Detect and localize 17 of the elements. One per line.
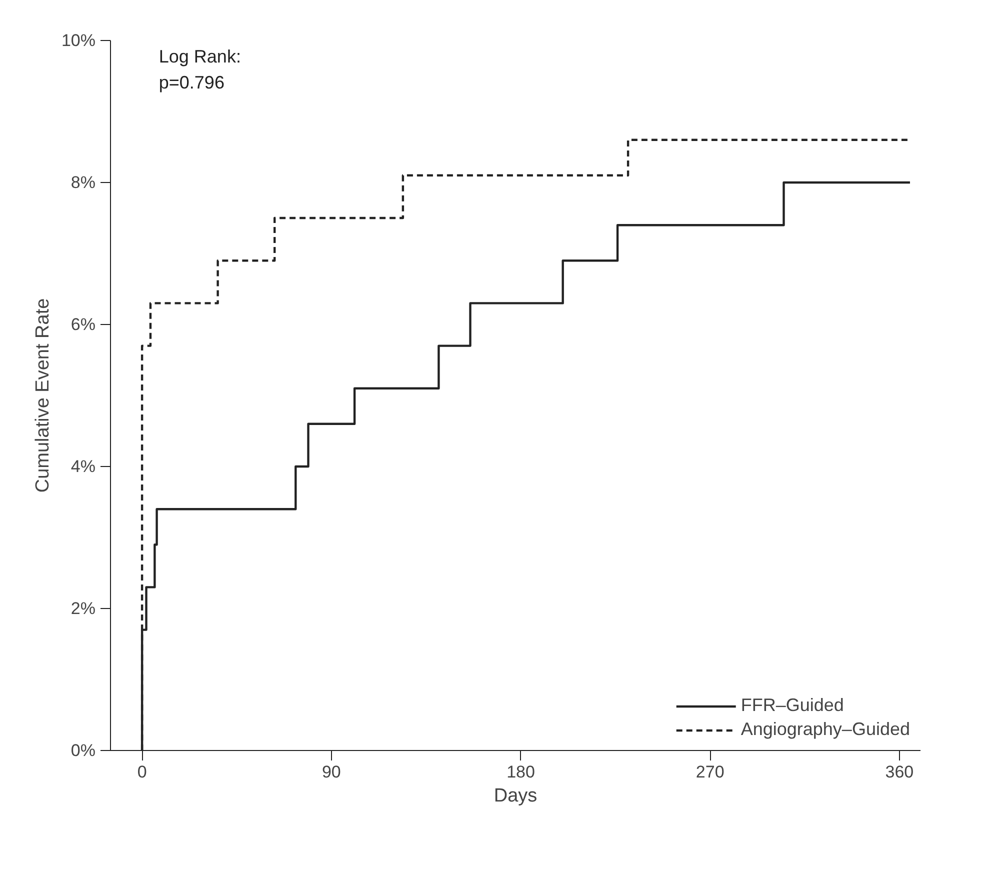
x-tick-label: 270 — [696, 762, 724, 782]
x-axis-title: Days — [494, 786, 538, 806]
y-tick-label: 6% — [70, 315, 96, 334]
annotation: p=0.796 — [158, 72, 224, 92]
y-tick-label: 4% — [70, 457, 96, 476]
legend-label: FFR–Guided — [740, 695, 844, 716]
annotation: Log Rank: — [158, 46, 241, 66]
x-tick-label: 0 — [137, 762, 147, 782]
y-tick-label: 0% — [70, 741, 96, 760]
x-tick-label: 90 — [322, 762, 341, 782]
x-tick-label: 180 — [506, 762, 535, 782]
y-tick-label: 10% — [61, 31, 96, 50]
legend-label: Angiography–Guided — [740, 719, 910, 740]
x-tick-label: 360 — [885, 762, 914, 782]
y-axis-title: Cumulative Event Rate — [32, 298, 54, 493]
y-tick-label: 2% — [70, 599, 96, 618]
y-tick-label: 8% — [70, 173, 96, 192]
